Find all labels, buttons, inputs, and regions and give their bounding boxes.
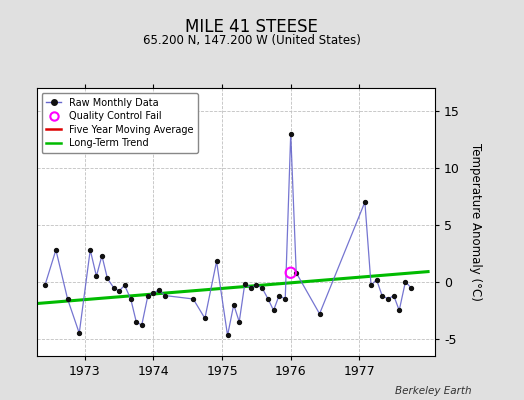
Point <box>389 292 398 299</box>
Legend: Raw Monthly Data, Quality Control Fail, Five Year Moving Average, Long-Term Tren: Raw Monthly Data, Quality Control Fail, … <box>41 93 198 153</box>
Point <box>287 130 295 137</box>
Point <box>103 275 112 282</box>
Point <box>401 279 410 285</box>
Point <box>258 284 266 291</box>
Text: 65.200 N, 147.200 W (United States): 65.200 N, 147.200 W (United States) <box>143 34 361 47</box>
Point <box>235 318 244 325</box>
Point <box>155 287 163 293</box>
Point <box>241 281 249 287</box>
Point <box>86 247 94 253</box>
Point <box>201 315 209 322</box>
Point <box>41 282 49 288</box>
Point <box>384 296 392 302</box>
Point <box>264 296 272 302</box>
Point <box>161 292 169 299</box>
Point <box>395 307 403 314</box>
Point <box>315 311 324 317</box>
Point <box>361 199 369 205</box>
Text: Berkeley Earth: Berkeley Earth <box>395 386 472 396</box>
Point <box>373 276 381 283</box>
Point <box>212 258 221 264</box>
Point <box>230 302 238 308</box>
Point <box>127 296 135 302</box>
Point <box>247 284 255 291</box>
Point <box>110 284 118 291</box>
Point <box>115 288 123 294</box>
Point <box>223 332 232 339</box>
Point <box>269 307 278 314</box>
Point <box>189 296 198 302</box>
Point <box>52 247 60 253</box>
Point <box>149 290 158 296</box>
Point <box>281 296 289 302</box>
Text: MILE 41 STEESE: MILE 41 STEESE <box>185 18 318 36</box>
Point <box>75 330 83 336</box>
Y-axis label: Temperature Anomaly (°C): Temperature Anomaly (°C) <box>469 143 482 301</box>
Point <box>144 292 152 299</box>
Point <box>121 282 129 288</box>
Point <box>137 322 146 328</box>
Point <box>63 296 72 302</box>
Point <box>378 292 386 299</box>
Point <box>92 273 101 279</box>
Point <box>132 318 140 325</box>
Point <box>252 282 260 288</box>
Point <box>292 270 300 276</box>
Point <box>367 282 375 288</box>
Point <box>97 252 106 259</box>
Point <box>275 292 283 299</box>
Point <box>407 284 415 291</box>
Point <box>287 270 295 276</box>
